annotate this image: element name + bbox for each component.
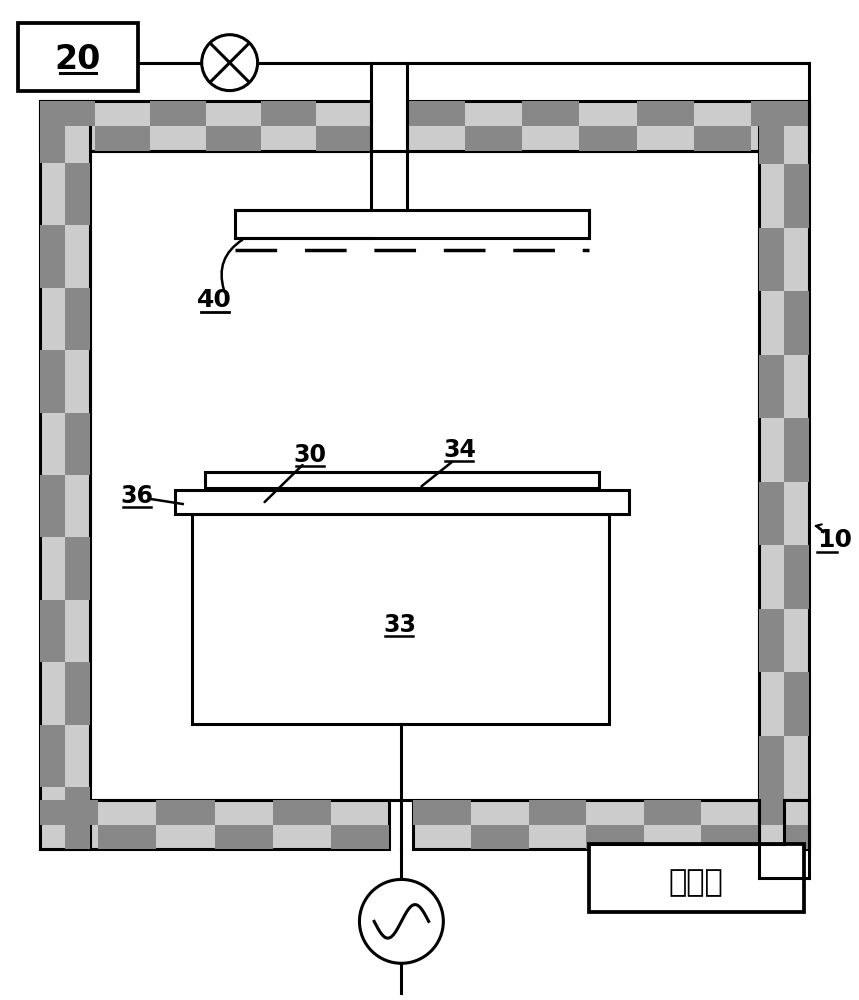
Bar xyxy=(694,126,752,151)
Bar xyxy=(40,800,389,849)
Bar xyxy=(40,475,65,537)
Bar xyxy=(40,225,65,288)
Bar xyxy=(273,800,332,825)
Bar xyxy=(192,514,609,724)
Bar xyxy=(758,800,783,825)
Bar xyxy=(758,609,783,672)
Bar xyxy=(18,23,137,91)
Text: 40: 40 xyxy=(198,288,232,312)
Bar xyxy=(758,355,783,418)
Bar xyxy=(783,672,809,736)
Bar xyxy=(65,413,90,475)
Bar xyxy=(752,101,809,126)
Bar xyxy=(758,101,809,800)
Bar xyxy=(40,101,90,849)
Bar xyxy=(701,825,758,849)
Bar xyxy=(528,800,586,825)
Bar xyxy=(758,228,783,291)
Bar xyxy=(40,725,65,787)
Bar xyxy=(764,800,809,849)
Bar xyxy=(215,825,273,849)
Bar xyxy=(783,825,809,849)
Bar xyxy=(783,164,809,228)
Bar xyxy=(205,126,261,151)
Circle shape xyxy=(359,879,443,963)
Bar xyxy=(65,537,90,600)
Bar xyxy=(40,101,371,151)
Bar xyxy=(156,800,215,825)
Bar xyxy=(95,126,150,151)
Bar xyxy=(407,101,465,126)
Bar xyxy=(204,472,599,488)
Bar xyxy=(40,350,65,413)
Bar xyxy=(332,825,389,849)
Bar xyxy=(758,736,783,800)
Bar xyxy=(637,101,694,126)
Bar xyxy=(150,101,205,126)
Bar xyxy=(65,163,90,225)
Bar xyxy=(413,800,758,849)
Bar xyxy=(465,126,522,151)
Bar xyxy=(786,825,809,849)
Text: 34: 34 xyxy=(443,438,476,462)
Text: 20: 20 xyxy=(55,43,101,76)
Bar xyxy=(40,600,65,662)
Text: 抽真空: 抽真空 xyxy=(668,868,723,897)
Bar xyxy=(316,126,371,151)
Bar xyxy=(783,291,809,355)
Bar xyxy=(261,101,316,126)
Bar xyxy=(783,545,809,609)
Bar xyxy=(589,844,804,912)
Text: 10: 10 xyxy=(817,528,852,552)
Bar xyxy=(758,101,783,164)
Bar xyxy=(758,482,783,545)
Bar xyxy=(783,418,809,482)
Bar xyxy=(65,662,90,725)
Bar xyxy=(522,101,580,126)
Bar xyxy=(40,101,95,126)
Bar xyxy=(407,101,809,151)
Bar xyxy=(764,800,786,825)
Bar xyxy=(40,800,98,825)
Text: 36: 36 xyxy=(120,484,153,508)
Bar xyxy=(413,800,471,825)
Bar xyxy=(65,288,90,350)
Bar xyxy=(174,490,629,514)
Bar xyxy=(90,151,758,800)
Bar xyxy=(98,825,156,849)
Text: 30: 30 xyxy=(293,443,326,467)
Bar xyxy=(758,800,809,849)
Bar xyxy=(586,825,643,849)
Circle shape xyxy=(202,35,258,91)
Text: 33: 33 xyxy=(383,613,416,637)
Bar xyxy=(40,101,65,163)
Bar xyxy=(65,787,90,849)
Bar xyxy=(643,800,701,825)
Bar xyxy=(471,825,528,849)
Bar xyxy=(580,126,637,151)
Bar xyxy=(235,210,589,238)
